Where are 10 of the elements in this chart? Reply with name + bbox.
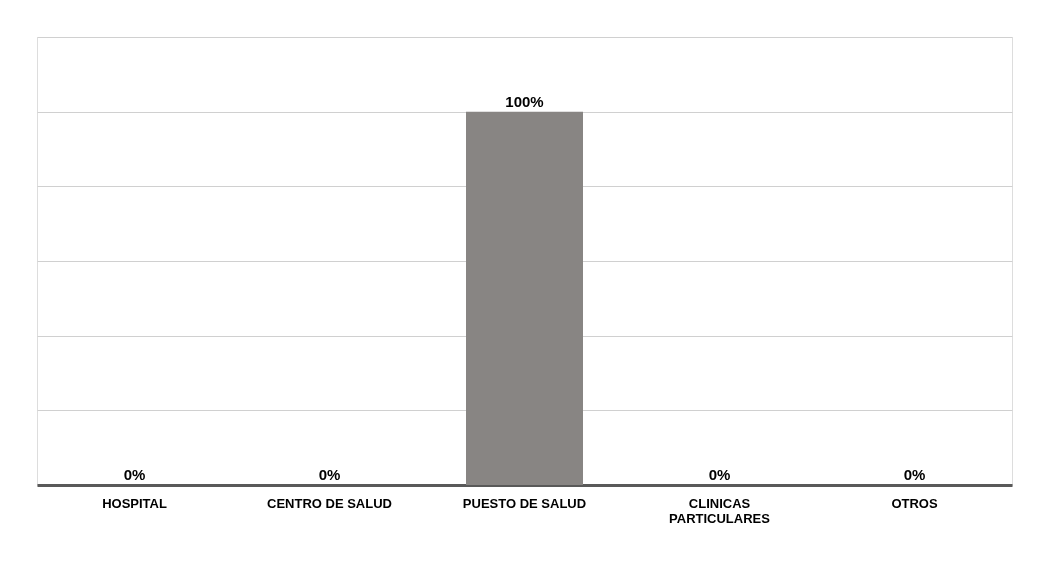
- data-label: 0%: [708, 466, 731, 483]
- data-label: 0%: [123, 466, 146, 483]
- x-tick-label: CLINICAS PARTICULARES: [669, 495, 771, 526]
- data-label: 100%: [505, 92, 544, 110]
- x-tick-label: CENTRO DE SALUD: [267, 495, 392, 511]
- x-tick-label: HOSPITAL: [102, 495, 167, 511]
- data-label: 0%: [318, 466, 341, 483]
- data-label: 0%: [903, 466, 926, 483]
- x-tick-label: OTROS: [891, 495, 938, 511]
- x-tick-label: PUESTO DE SALUD: [462, 495, 587, 511]
